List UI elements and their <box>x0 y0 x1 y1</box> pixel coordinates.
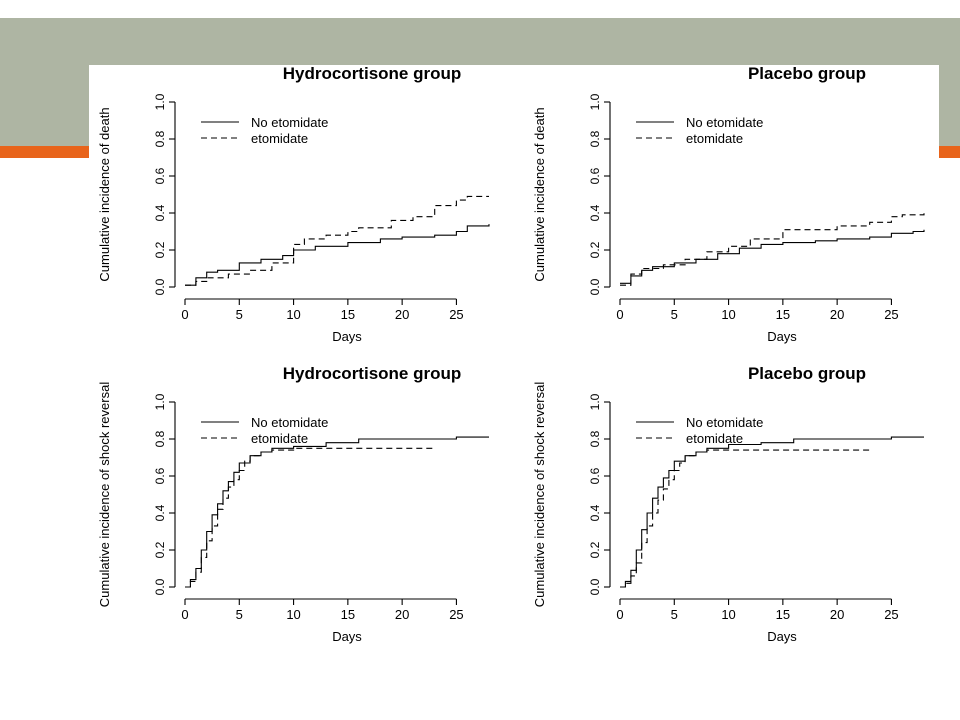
legend-label: etomidate <box>251 131 308 146</box>
y-tick-label: 0.8 <box>588 130 602 147</box>
x-axis-label: Days <box>767 329 797 344</box>
y-tick-label: 0.8 <box>153 130 167 147</box>
y-tick-label: 0.2 <box>588 241 602 258</box>
y-axis-label: Cumulative incidence of shock reversal <box>97 382 112 608</box>
y-tick-label: 0.6 <box>588 467 602 484</box>
x-tick-label: 25 <box>884 307 898 322</box>
legend-label: No etomidate <box>251 415 328 430</box>
y-tick-label: 0.4 <box>153 504 167 521</box>
series-line-etomidate <box>185 447 435 588</box>
series-line-no-etomidate <box>620 436 924 588</box>
legend-label: No etomidate <box>686 115 763 130</box>
chart-panel-3: Hydrocortisone group 0.0 0.2 0.4 0.6 0.8 1.0 Cu… <box>97 364 489 644</box>
series-line-etomidate <box>620 449 870 588</box>
x-tick-label: 15 <box>776 607 790 622</box>
x-tick-label: 20 <box>395 607 409 622</box>
chart-title: Hydrocortisone group <box>283 65 462 83</box>
x-tick-label: 25 <box>884 607 898 622</box>
x-axis-label: Days <box>767 629 797 644</box>
legend-label: etomidate <box>686 131 743 146</box>
x-tick-label: 20 <box>830 607 844 622</box>
x-tick-label: 5 <box>236 607 243 622</box>
y-tick-label: 0.2 <box>153 541 167 558</box>
y-tick-label: 0.4 <box>588 504 602 521</box>
y-tick-label: 0.0 <box>153 578 167 595</box>
x-tick-label: 15 <box>776 307 790 322</box>
y-tick-label: 0.8 <box>588 430 602 447</box>
y-tick-label: 0.0 <box>153 278 167 295</box>
chart-panel-1: Hydrocortisone group 0.0 0.2 0.4 0.6 0.8 1.0 Cu… <box>97 65 490 344</box>
y-tick-label: 0.6 <box>153 467 167 484</box>
legend-label: No etomidate <box>251 115 328 130</box>
charts-canvas: Hydrocortisone group 0.0 0.2 0.4 0.6 0.8 1.0 Cu… <box>97 65 925 644</box>
x-tick-label: 20 <box>395 307 409 322</box>
x-tick-label: 15 <box>341 307 355 322</box>
x-tick-label: 5 <box>671 607 678 622</box>
legend-label: etomidate <box>686 431 743 446</box>
y-axis-label: Cumulative incidence of shock reversal <box>532 382 547 608</box>
figure-panel: Hydrocortisone group 0.0 0.2 0.4 0.6 0.8 1.0 Cu… <box>89 65 939 660</box>
series-line-etomidate <box>185 195 489 286</box>
x-tick-label: 15 <box>341 607 355 622</box>
x-tick-label: 10 <box>286 607 300 622</box>
y-tick-label: 0.0 <box>588 278 602 295</box>
y-tick-label: 0.6 <box>588 167 602 184</box>
x-tick-label: 5 <box>236 307 243 322</box>
series-line-etomidate <box>620 213 925 286</box>
y-tick-label: 1.0 <box>588 393 602 410</box>
y-tick-label: 1.0 <box>588 93 602 110</box>
y-tick-label: 0.2 <box>153 241 167 258</box>
x-tick-label: 0 <box>616 307 623 322</box>
x-tick-label: 10 <box>721 307 735 322</box>
y-tick-label: 0.2 <box>588 541 602 558</box>
x-tick-label: 0 <box>616 607 623 622</box>
y-axis-label: Cumulative incidence of death <box>97 107 112 281</box>
y-axis-label: Cumulative incidence of death <box>532 107 547 281</box>
series-line-no-etomidate <box>185 436 489 588</box>
chart-panel-4: Placebo group 0.0 0.2 0.4 0.6 0.8 1.0 Cumulativ… <box>532 364 924 644</box>
x-tick-label: 10 <box>286 307 300 322</box>
chart-panel-2: Placebo group 0.0 0.2 0.4 0.6 0.8 1.0 Cumulativ… <box>532 65 925 344</box>
x-tick-label: 0 <box>181 607 188 622</box>
y-tick-label: 1.0 <box>153 93 167 110</box>
y-tick-label: 0.0 <box>588 578 602 595</box>
x-tick-label: 5 <box>671 307 678 322</box>
x-tick-label: 25 <box>449 607 463 622</box>
y-tick-label: 0.4 <box>153 204 167 221</box>
x-tick-label: 25 <box>449 307 463 322</box>
legend-label: etomidate <box>251 431 308 446</box>
y-tick-label: 0.8 <box>153 430 167 447</box>
chart-title: Hydrocortisone group <box>283 364 462 383</box>
chart-title: Placebo group <box>748 364 866 383</box>
series-line-no-etomidate <box>620 229 925 284</box>
y-tick-label: 1.0 <box>153 393 167 410</box>
x-tick-label: 10 <box>721 607 735 622</box>
x-axis-label: Days <box>332 329 362 344</box>
x-axis-label: Days <box>332 629 362 644</box>
x-tick-label: 20 <box>830 307 844 322</box>
series-line-no-etomidate <box>185 224 490 286</box>
y-tick-label: 0.6 <box>153 167 167 184</box>
legend-label: No etomidate <box>686 415 763 430</box>
chart-title: Placebo group <box>748 65 866 83</box>
x-tick-label: 0 <box>181 307 188 322</box>
y-tick-label: 0.4 <box>588 204 602 221</box>
